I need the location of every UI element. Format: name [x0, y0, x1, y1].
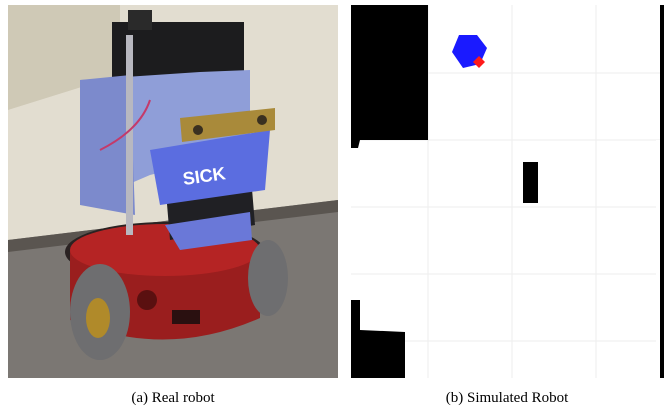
caption-a: (a) Real robot — [131, 390, 215, 406]
real-robot-photo: SICK — [8, 5, 338, 378]
simulated-map — [351, 5, 664, 378]
caption-b: (b) Simulated Robot — [446, 390, 569, 406]
figure: SICK (a) Real robot (b) Simulated Robot — [0, 0, 668, 411]
